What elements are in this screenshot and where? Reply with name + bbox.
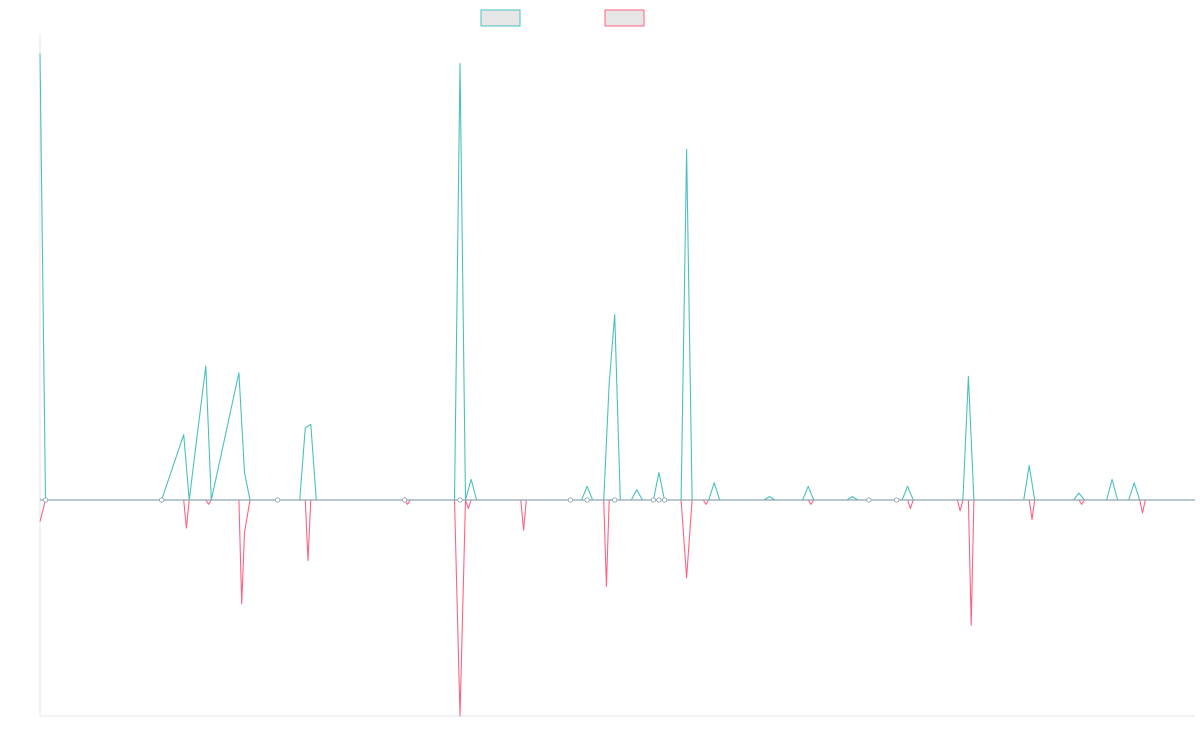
markers-group — [42, 497, 900, 503]
series-line-1 — [39, 53, 1195, 501]
data-point-marker — [402, 497, 408, 503]
data-point-marker — [866, 497, 872, 503]
legend-swatch-2 — [604, 9, 645, 27]
data-point-marker — [612, 497, 618, 503]
data-point-marker — [567, 497, 574, 503]
data-point-marker — [661, 497, 668, 503]
axes — [39, 34, 1195, 717]
data-point-marker — [893, 497, 900, 503]
series-group — [39, 53, 1195, 717]
legend — [480, 9, 645, 27]
data-point-marker — [274, 497, 281, 503]
legend-swatch-1 — [480, 9, 521, 27]
data-point-marker — [584, 497, 590, 503]
data-point-marker — [158, 497, 165, 503]
data-point-marker — [42, 497, 49, 503]
data-point-marker — [457, 497, 463, 503]
data-point-marker — [656, 497, 662, 503]
series-line-2 — [39, 499, 1195, 717]
data-point-marker — [650, 497, 657, 503]
